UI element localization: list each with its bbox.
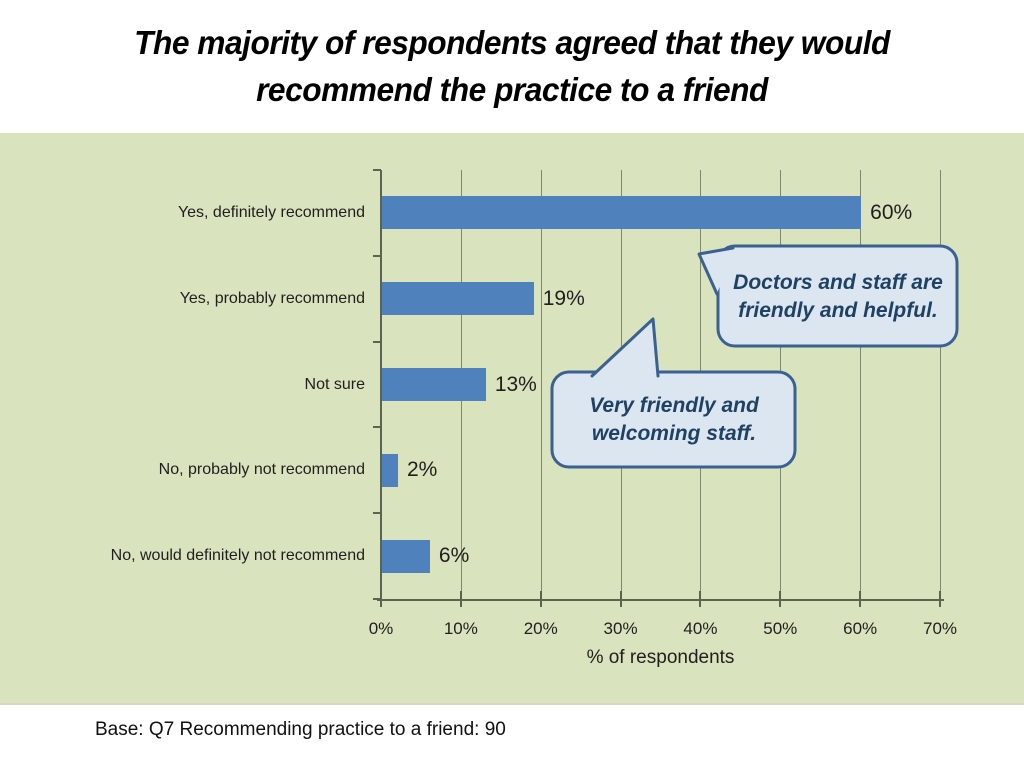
x-tick-label: 20% xyxy=(523,619,558,638)
category-label: No, would definitely not recommend xyxy=(110,547,365,565)
bar xyxy=(382,453,398,487)
x-tick-label: 0% xyxy=(368,619,394,638)
footer-area: Base: Q7 Recommending practice to a frie… xyxy=(0,705,1024,768)
bar-chart: Yes, definitely recommend 60% Yes, probabl… xyxy=(0,133,1024,705)
y-axis-tick xyxy=(373,254,381,257)
x-tick-label: 60% xyxy=(843,619,878,638)
y-axis-tick xyxy=(373,340,381,343)
gridline xyxy=(540,170,542,599)
x-tick-label: 40% xyxy=(683,619,718,638)
x-tick-label: 50% xyxy=(763,619,798,638)
y-axis-tick xyxy=(373,426,381,429)
callout-bubble-2 xyxy=(550,317,797,469)
bars-layer: Yes, definitely recommend 60% Yes, probabl… xyxy=(0,133,1024,703)
base-note: Base: Q7 Recommending practice to a frie… xyxy=(95,719,506,740)
x-tick-label: 70% xyxy=(922,619,958,638)
bar-value-label: 13% xyxy=(494,372,537,396)
callout-text-friendly-staff: Very friendly and welcoming staff. xyxy=(589,393,759,445)
callout-text-doctors-staff: Doctors and staff are friendly and helpf… xyxy=(733,270,943,322)
bar-value-label: 2% xyxy=(406,458,438,482)
bar xyxy=(382,539,430,573)
bar-value-label: 19% xyxy=(542,286,585,310)
x-axis-title: % of respondents xyxy=(586,647,735,668)
bar xyxy=(382,368,486,401)
y-axis-tick xyxy=(373,512,381,515)
gridline xyxy=(940,170,941,599)
category-label: Not sure xyxy=(304,375,365,393)
category-label: Yes, definitely recommend xyxy=(177,203,365,221)
y-axis-tick xyxy=(373,169,381,171)
bar-value-label: 60% xyxy=(870,200,913,224)
gridline xyxy=(860,170,862,599)
x-tick-label: 30% xyxy=(603,619,638,638)
title-area: The majority of respondents agreed that … xyxy=(0,0,1024,133)
bar xyxy=(382,196,862,230)
slide-title: The majority of respondents agreed that … xyxy=(134,24,890,108)
y-axis-line xyxy=(380,170,382,600)
bar xyxy=(382,282,534,316)
category-label: Yes, probably recommend xyxy=(179,289,365,307)
category-label: No, probably not recommend xyxy=(158,461,365,479)
callout-bubble-1 xyxy=(697,244,959,348)
bar-value-label: 6% xyxy=(438,544,470,568)
axis-layer: 0% 10% 20% 30% 40% 50% 60% 70% % of respondents xyxy=(0,133,1024,703)
x-axis-line xyxy=(377,599,944,601)
x-tick-label: 10% xyxy=(443,619,478,638)
callout-shapes xyxy=(550,244,959,469)
